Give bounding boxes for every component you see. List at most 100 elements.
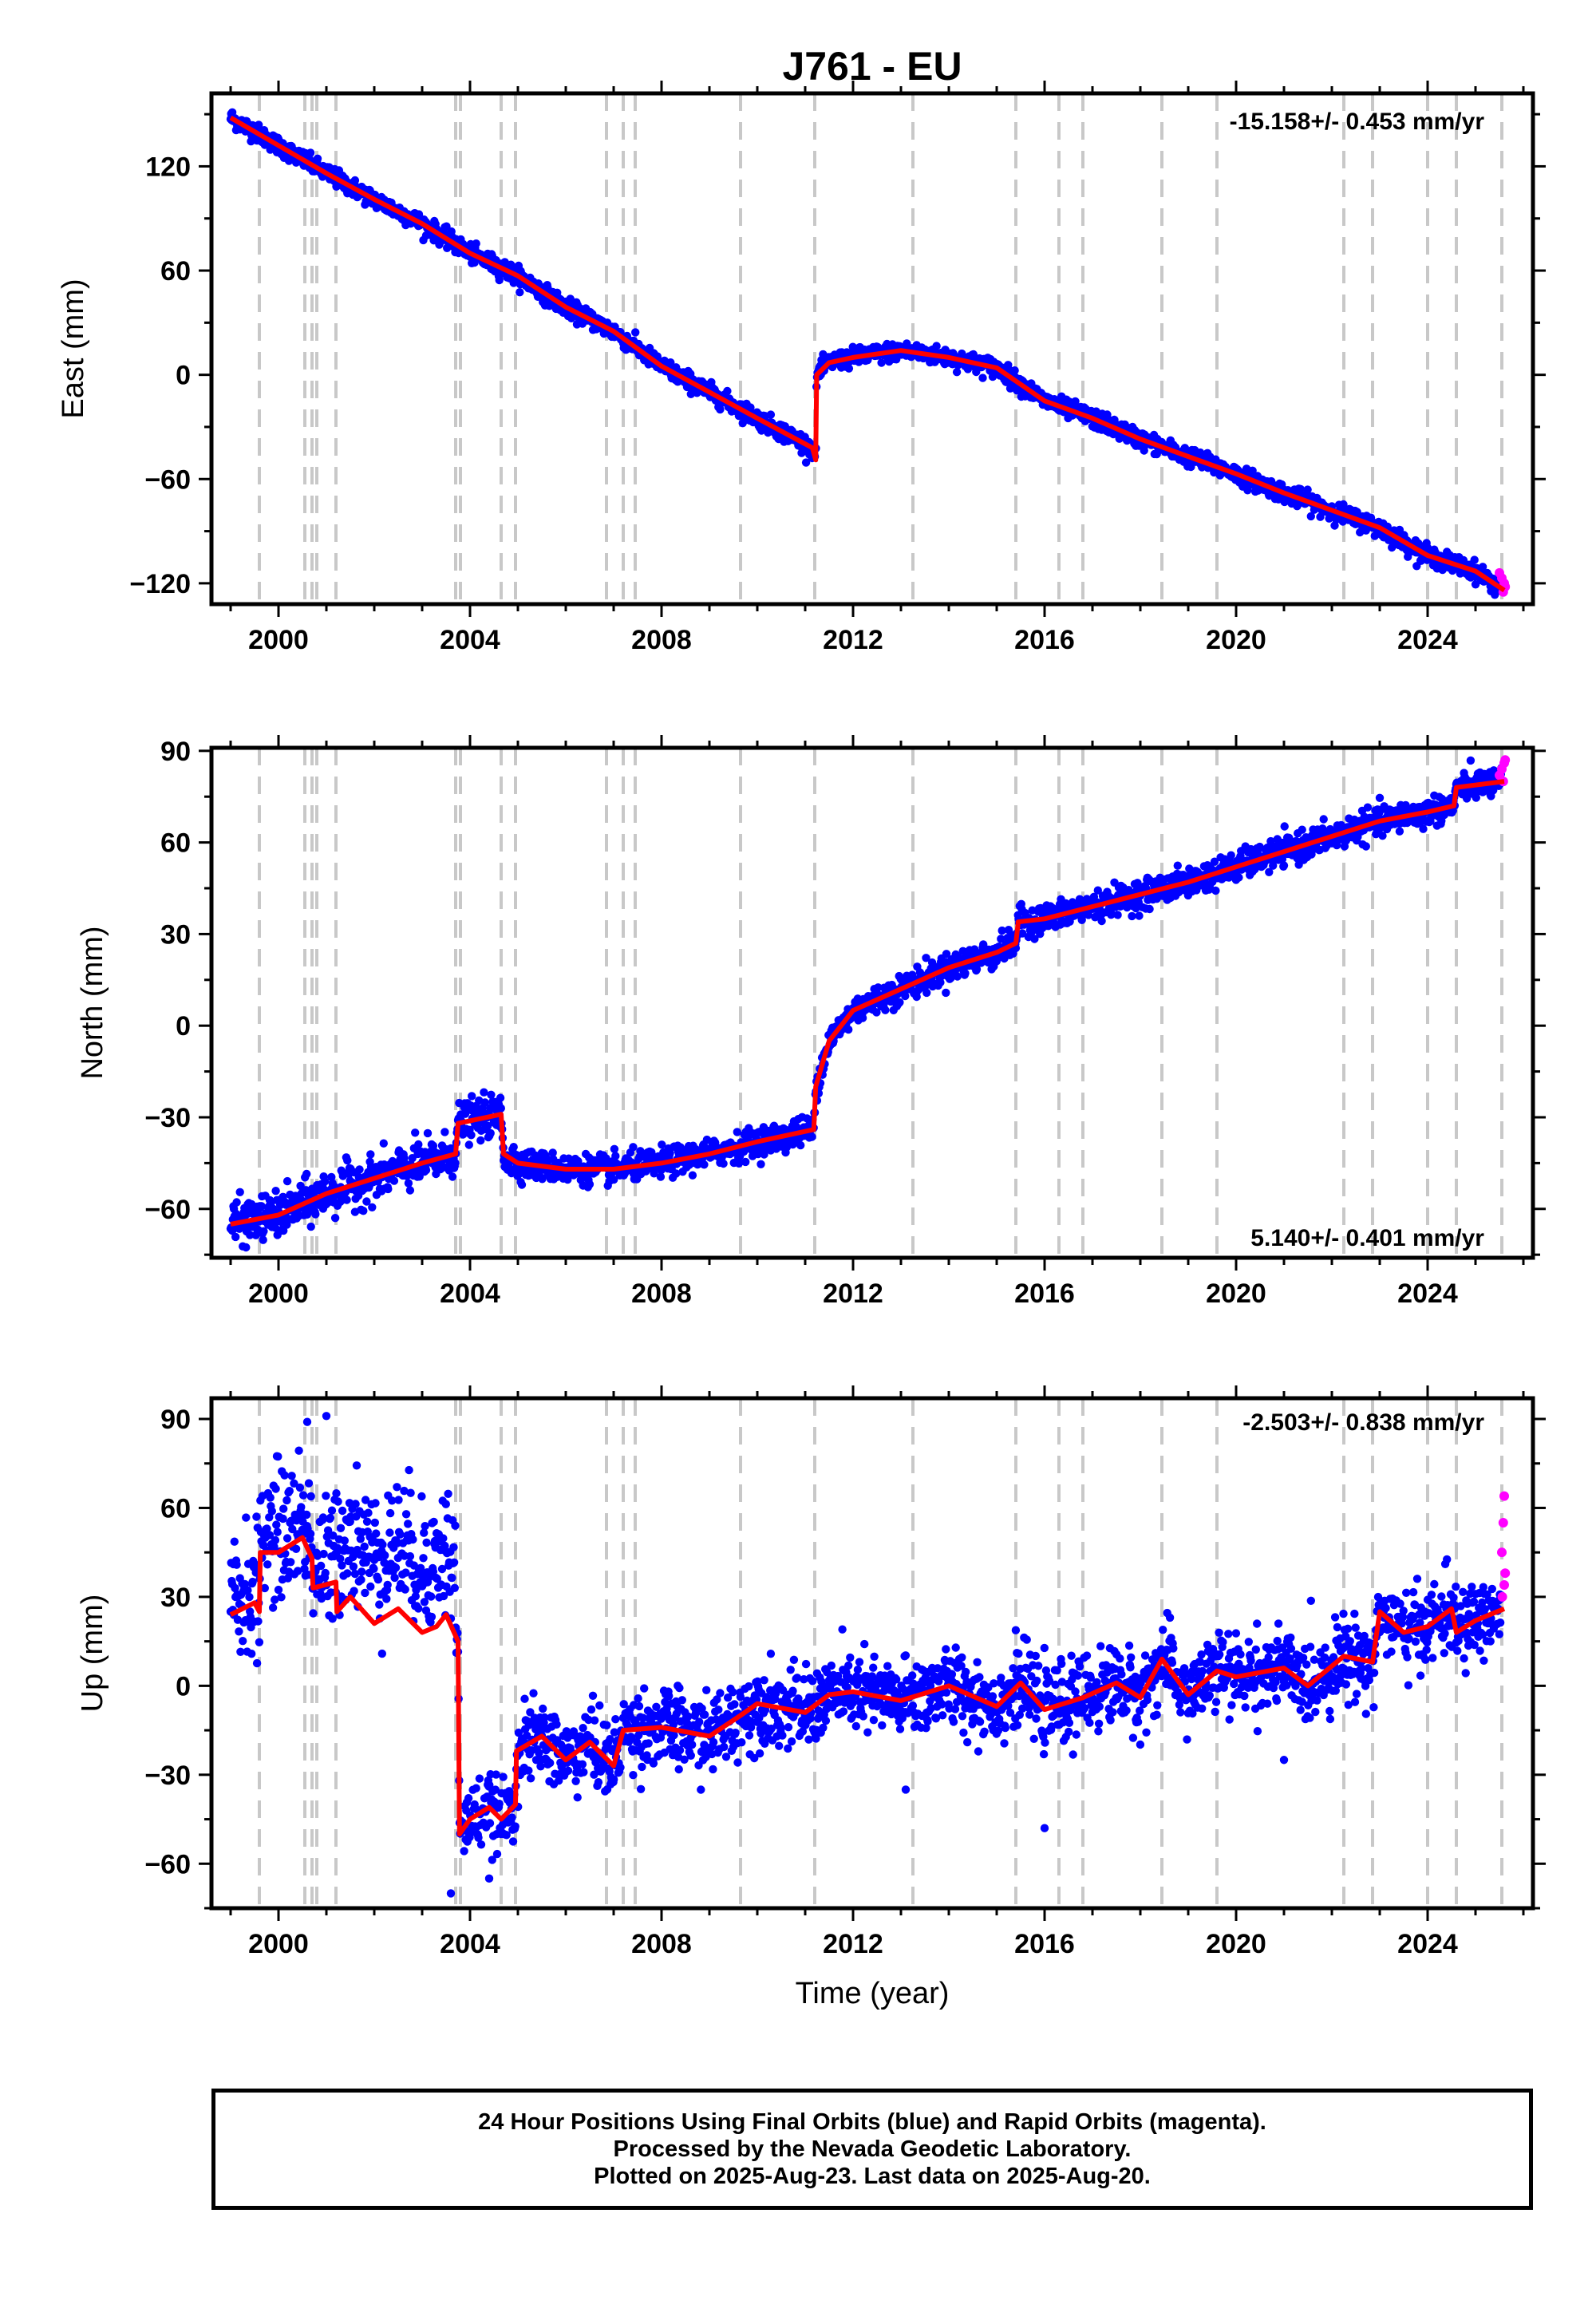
north-final-point (235, 1188, 244, 1197)
up-final-point (260, 1583, 269, 1593)
north-final-point (895, 998, 904, 1007)
north-final-point (242, 1243, 251, 1252)
north-final-point (487, 1090, 496, 1100)
north-final-point (881, 1006, 890, 1014)
up-final-point (265, 1531, 275, 1539)
north-final-point (1075, 895, 1084, 903)
east-final-point (1248, 466, 1257, 475)
north-final-point (1363, 803, 1373, 812)
north-final-point (1375, 793, 1385, 802)
north-final-point (972, 965, 982, 974)
east-final-point (1071, 397, 1080, 406)
north-final-point (362, 1197, 371, 1206)
north-final-point (942, 988, 950, 998)
up-final-point (266, 1493, 275, 1502)
north-final-point (1093, 886, 1103, 895)
north-final-point (1395, 827, 1404, 836)
north-final-point (1097, 916, 1106, 926)
north-final-point (844, 1025, 853, 1034)
east-final-point (313, 154, 322, 163)
north-final-point (1426, 816, 1435, 826)
north-x-tick-label-3: 2012 (823, 1279, 883, 1309)
north-final-point (404, 1179, 413, 1188)
north-final-point (672, 1169, 681, 1178)
east-final-point (631, 328, 640, 337)
up-final-point (252, 1658, 262, 1668)
north-final-point (741, 1157, 750, 1167)
north-final-point (656, 1172, 666, 1181)
north-final-point (1211, 886, 1220, 895)
east-final-point (877, 358, 886, 367)
east-model-line (229, 115, 1506, 593)
north-final-point (271, 1187, 280, 1196)
up-final-point (240, 1579, 250, 1589)
north-final-point (922, 954, 930, 962)
east-x-tick-label-4: 2016 (1014, 625, 1075, 655)
north-final-point (423, 1128, 433, 1138)
north-final-point (467, 1131, 476, 1140)
north-final-point (1173, 861, 1183, 870)
east-final-point (1303, 485, 1312, 494)
east-panel: 2000 2004 2008 2012 2016 2020 2024120600−60−12… (57, 81, 1546, 655)
north-final-point (1255, 842, 1264, 852)
north-final-point (468, 1092, 476, 1101)
east-y-tick-label-4: −120 (129, 569, 191, 599)
up-final-point (243, 1586, 252, 1595)
up-final-point (235, 1627, 243, 1636)
north-final-point (451, 1159, 460, 1168)
north-x-tick-label-1: 2004 (440, 1279, 500, 1309)
up-final-point (232, 1560, 241, 1569)
north-final-point (327, 1172, 336, 1182)
north-final-point (1113, 911, 1122, 919)
north-final-point (700, 1160, 709, 1169)
up-final-point (245, 1592, 254, 1602)
north-final-point (1145, 904, 1154, 914)
up-final-point (271, 1535, 280, 1545)
north-final-point (1319, 815, 1328, 824)
north-final-point (448, 1172, 457, 1181)
north-final-point (1210, 857, 1219, 866)
north-final-point (231, 1232, 240, 1242)
north-final-point (942, 950, 951, 958)
north-final-point (872, 1008, 881, 1017)
east-final-point (801, 458, 811, 467)
east-final-point (350, 176, 360, 185)
up-final-point (268, 1603, 278, 1612)
north-final-point (1107, 910, 1116, 919)
up-final-point (248, 1577, 257, 1587)
north-final-point (666, 1148, 674, 1158)
north-panel: 2000 2004 2008 2012 2016 2020 20249060300−30−6… (76, 735, 1546, 1309)
north-final-point (1279, 861, 1289, 870)
up-final-point (254, 1617, 263, 1626)
north-final-point (1466, 756, 1476, 765)
north-final-point (330, 1214, 340, 1223)
north-final-point (355, 1165, 364, 1174)
east-final-point (1306, 512, 1316, 521)
east-y-tick-label-1: 60 (160, 256, 191, 287)
up-final-point (242, 1513, 251, 1522)
up-final-points (226, 1412, 1506, 1898)
north-final-point (496, 1104, 505, 1113)
north-final-point (282, 1176, 292, 1186)
north-final-point (1227, 851, 1235, 860)
up-final-point (239, 1637, 247, 1646)
north-final-point (1018, 929, 1027, 938)
up-final-point (271, 1484, 280, 1493)
east-y-tick-label-3: −60 (144, 464, 191, 495)
east-x-tick-label-3: 2012 (823, 625, 883, 655)
north-final-point (1084, 911, 1093, 919)
north-final-point (257, 1202, 266, 1211)
north-final-point (611, 1152, 620, 1160)
up-final-point (263, 1560, 272, 1569)
north-final-point (688, 1171, 697, 1180)
east-final-point (1478, 563, 1487, 571)
north-final-point (476, 1136, 485, 1145)
north-final-point (379, 1139, 388, 1148)
east-final-point (472, 239, 480, 248)
north-final-point (259, 1235, 267, 1244)
north-final-point (509, 1143, 518, 1152)
east-final-point (746, 403, 755, 412)
north-final-point (610, 1175, 618, 1184)
north-final-point (997, 935, 1005, 943)
north-final-point (953, 972, 962, 981)
